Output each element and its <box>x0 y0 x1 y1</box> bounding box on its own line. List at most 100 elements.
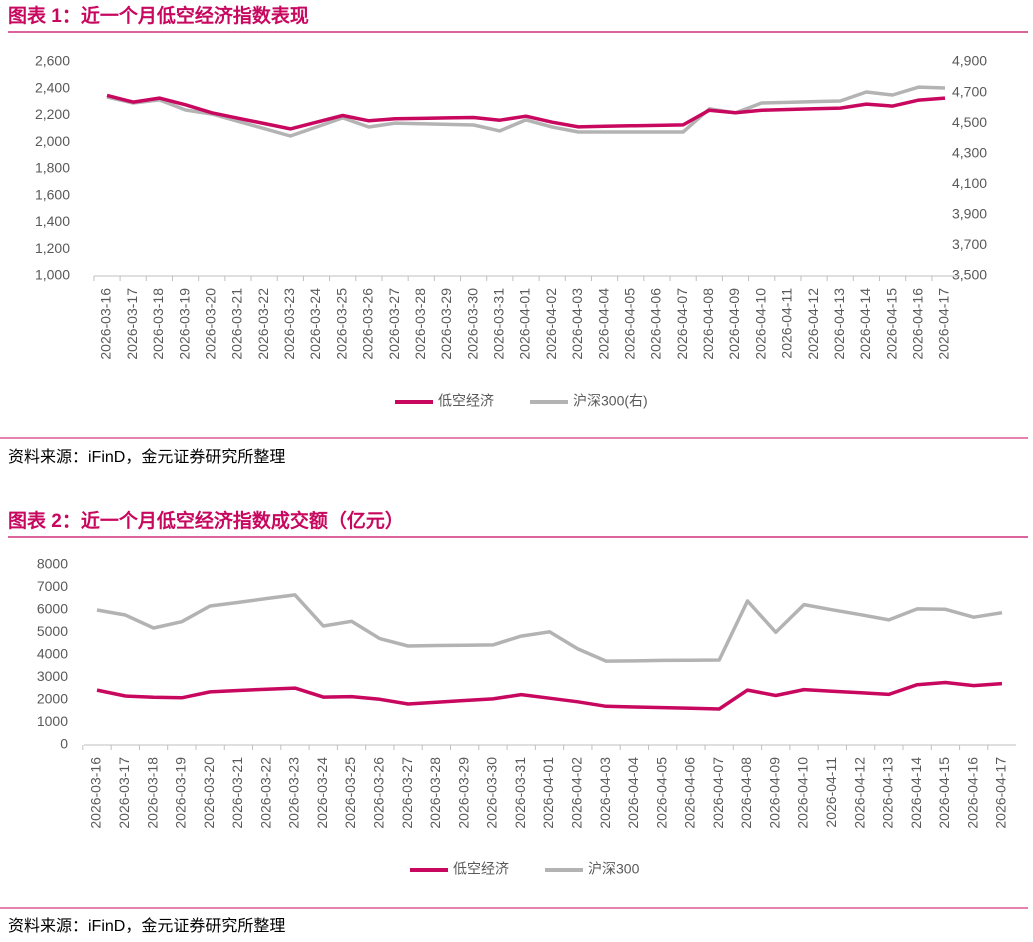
x-tick-label: 2026-03-30 <box>484 757 500 829</box>
y2-tick-label: 4,100 <box>952 175 987 191</box>
x-tick-label: 2026-04-02 <box>543 288 559 360</box>
x-tick-label: 2026-04-09 <box>726 288 742 360</box>
x-tick-label: 2026-04-13 <box>880 757 896 829</box>
x-tick-label: 2026-04-03 <box>597 757 613 829</box>
y-tick-label: 2,400 <box>35 79 70 95</box>
x-tick-label: 2026-03-24 <box>307 288 323 360</box>
x-tick-label: 2026-04-11 <box>823 757 839 828</box>
y-tick-label: 2,600 <box>35 53 70 69</box>
x-tick-label: 2026-04-07 <box>674 288 690 360</box>
x-tick-label: 2026-04-08 <box>700 288 716 360</box>
x-tick-label: 2026-03-26 <box>360 288 376 360</box>
x-tick-label: 2026-03-28 <box>427 757 443 829</box>
x-tick-label: 2026-04-05 <box>653 757 669 829</box>
x-tick-label: 2026-03-29 <box>455 757 471 829</box>
x-tick-label: 2026-04-14 <box>857 288 873 360</box>
y-tick-label: 2,200 <box>35 106 70 122</box>
x-tick-label: 2026-03-16 <box>98 288 114 360</box>
y-tick-label: 5000 <box>37 623 68 639</box>
x-tick-label: 2026-04-01 <box>540 757 556 829</box>
x-tick-label: 2026-03-18 <box>150 288 166 360</box>
figure-title: 图表 1：近一个月低空经济指数表现 <box>8 4 309 27</box>
y-tick-label: 6000 <box>37 601 68 617</box>
x-tick-label: 2026-03-25 <box>342 757 358 829</box>
x-tick-label: 2026-03-30 <box>464 288 480 360</box>
y-tick-label: 2,000 <box>35 133 70 149</box>
x-tick-label: 2026-03-19 <box>173 757 189 829</box>
source-note: 资料来源：iFinD，金元证券研究所整理 <box>8 448 285 466</box>
figure-title: 图表 2：近一个月低空经济指数成交额（亿元） <box>8 509 404 532</box>
x-tick-label: 2026-03-18 <box>144 757 160 829</box>
y-tick-label: 0 <box>60 736 68 752</box>
x-tick-label: 2026-03-28 <box>412 288 428 360</box>
x-tick-label: 2026-04-16 <box>910 288 926 360</box>
x-tick-label: 2026-03-21 <box>229 288 245 360</box>
x-tick-label: 2026-03-19 <box>176 288 192 360</box>
legend-label: 沪深300 <box>588 861 640 877</box>
y-tick-label: 4000 <box>37 646 68 662</box>
x-tick-label: 2026-03-31 <box>512 757 528 829</box>
x-tick-label: 2026-04-06 <box>648 288 664 360</box>
x-tick-label: 2026-04-17 <box>936 288 952 360</box>
x-tick-label: 2026-03-26 <box>371 757 387 829</box>
series-line <box>106 93 946 131</box>
x-tick-label: 2026-03-20 <box>202 288 218 360</box>
y2-tick-label: 4,900 <box>952 53 987 69</box>
x-tick-label: 2026-04-02 <box>568 757 584 829</box>
y2-tick-label: 3,900 <box>952 206 987 222</box>
series-line <box>96 593 1003 663</box>
y-tick-label: 1,400 <box>35 213 70 229</box>
legend-label: 沪深300(右) <box>573 393 648 409</box>
y2-tick-label: 4,500 <box>952 114 987 130</box>
x-tick-label: 2026-03-29 <box>438 288 454 360</box>
y-tick-label: 1,800 <box>35 160 70 176</box>
legend-label: 低空经济 <box>453 861 509 877</box>
series-line <box>106 85 946 138</box>
x-tick-label: 2026-04-16 <box>964 757 980 829</box>
x-tick-label: 2026-04-15 <box>883 288 899 360</box>
x-tick-label: 2026-04-05 <box>621 288 637 360</box>
x-tick-label: 2026-04-17 <box>993 757 1009 829</box>
x-tick-label: 2026-04-07 <box>710 757 726 829</box>
y-tick-label: 1,600 <box>35 186 70 202</box>
y-tick-label: 3000 <box>37 668 68 684</box>
x-tick-label: 2026-03-31 <box>491 288 507 360</box>
x-tick-label: 2026-03-20 <box>201 757 217 829</box>
x-tick-label: 2026-04-15 <box>936 757 952 829</box>
x-tick-label: 2026-04-10 <box>795 757 811 829</box>
y-tick-label: 2000 <box>37 691 68 707</box>
x-tick-label: 2026-04-11 <box>779 288 795 359</box>
x-tick-label: 2026-04-10 <box>752 288 768 360</box>
legend-label: 低空经济 <box>438 393 494 409</box>
y2-tick-label: 3,500 <box>952 267 987 283</box>
series-line <box>96 680 1003 711</box>
y-tick-label: 8000 <box>37 556 68 572</box>
x-tick-label: 2026-04-04 <box>625 757 641 829</box>
x-tick-label: 2026-03-17 <box>124 288 140 360</box>
x-tick-label: 2026-03-22 <box>255 288 271 360</box>
y2-tick-label: 4,300 <box>952 144 987 160</box>
y2-tick-label: 4,700 <box>952 83 987 99</box>
y-tick-label: 1,200 <box>35 240 70 256</box>
x-tick-label: 2026-04-14 <box>908 757 924 829</box>
x-tick-label: 2026-04-12 <box>851 757 867 829</box>
x-tick-label: 2026-03-27 <box>399 757 415 829</box>
x-tick-label: 2026-03-17 <box>116 757 132 829</box>
y-tick-label: 1000 <box>37 713 68 729</box>
x-tick-label: 2026-03-27 <box>386 288 402 360</box>
y2-tick-label: 3,700 <box>952 236 987 252</box>
x-tick-label: 2026-03-23 <box>281 288 297 360</box>
x-tick-label: 2026-04-13 <box>831 288 847 360</box>
x-tick-label: 2026-03-21 <box>229 757 245 829</box>
x-tick-label: 2026-04-01 <box>517 288 533 360</box>
y-tick-label: 1,000 <box>35 267 70 283</box>
x-tick-label: 2026-03-23 <box>286 757 302 829</box>
x-tick-label: 2026-04-09 <box>766 757 782 829</box>
x-tick-label: 2026-04-08 <box>738 757 754 829</box>
source-note: 资料来源：iFinD，金元证券研究所整理 <box>8 917 285 935</box>
x-tick-label: 2026-04-04 <box>595 288 611 360</box>
x-tick-label: 2026-04-12 <box>805 288 821 360</box>
x-tick-label: 2026-03-24 <box>314 757 330 829</box>
